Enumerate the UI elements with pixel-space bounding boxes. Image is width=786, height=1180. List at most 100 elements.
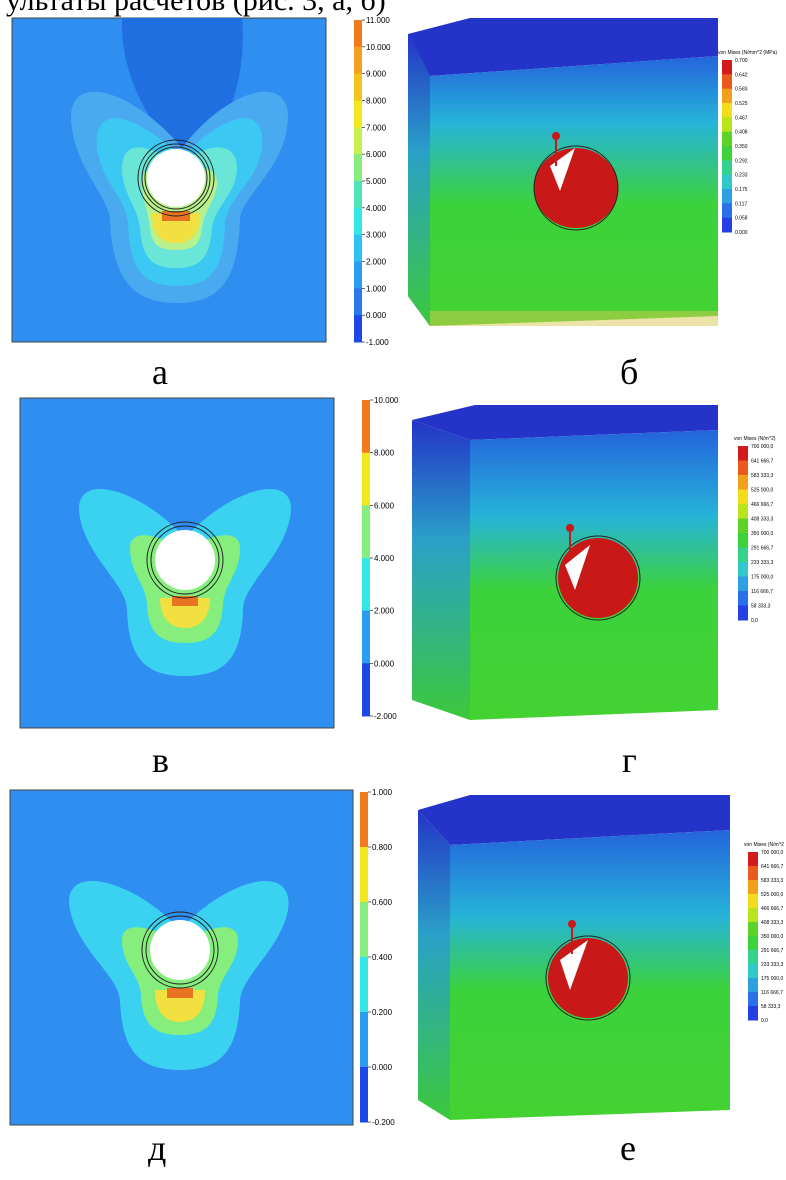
- legend-tick-label: 291 666,7: [761, 948, 783, 954]
- colorbar-tick-label: 0.000: [374, 659, 395, 668]
- legend-segment: [748, 894, 758, 909]
- legend-segment: [738, 475, 748, 490]
- box-model-g: von Mises (N/m^2) 700 000,0 641 666,7 583 3…: [412, 405, 776, 720]
- legend-segment: [738, 547, 748, 563]
- legend-segment: [738, 518, 748, 534]
- legend-tick-label: 700 000,0: [761, 850, 783, 856]
- colorbar-tick-label: 7.000: [366, 123, 387, 132]
- legend-segment: [748, 992, 758, 1007]
- colorbar-tick-label: 0.000: [372, 1063, 393, 1072]
- legend-tick-label: 0.233: [735, 173, 748, 179]
- contour-plot-v: 10.000 8.000 6.000 4.000 2.000 0.000 -2.000: [19, 396, 399, 729]
- legend-segment: [748, 922, 758, 937]
- colorbar-segment: [360, 957, 368, 1013]
- colorbar-tick-label: 1.000: [366, 284, 387, 293]
- legend-segment: [722, 103, 732, 118]
- legend-segment: [722, 160, 732, 176]
- colorbar-segment: [354, 261, 362, 289]
- colorbar-a: 11.000 10.000 9.000 8.000 7.000 6.000 5.000 4.0…: [354, 16, 391, 347]
- colorbar-segment: [360, 1012, 368, 1068]
- legend-segment: [738, 562, 748, 577]
- legend-segment: [748, 908, 758, 923]
- legend-segment: [738, 533, 748, 548]
- legend-tick-label: 350 000,0: [751, 531, 773, 537]
- colorbar-segment: [354, 181, 362, 209]
- colorbar-tick-label: 6.000: [374, 501, 395, 510]
- legend-segment: [722, 131, 732, 147]
- legend-tick-label: 350 000,0: [761, 934, 783, 940]
- caption-v: в: [152, 740, 169, 780]
- legend-tick-label: 58 333,3: [761, 1004, 781, 1010]
- colorbar-tick-label: 2.000: [366, 258, 387, 267]
- legend-segment: [748, 936, 758, 951]
- caption-b: б: [620, 352, 639, 392]
- legend-segment: [722, 189, 732, 204]
- colorbar-segment: [360, 1067, 368, 1123]
- colorbar-segment: [354, 207, 362, 236]
- legend-tick-label: 408 333,3: [751, 517, 773, 523]
- legend-tick-label: 466 666,7: [751, 502, 773, 508]
- caption-d: д: [148, 1128, 167, 1168]
- legend-tick-label: 0.700: [735, 58, 748, 64]
- legend-e: von Mises (N/m^2 700 000,0 641 666,7 583 33…: [744, 842, 784, 1024]
- legend-tick-label: 408 333,3: [761, 920, 783, 926]
- colorbar-segment: [354, 127, 362, 155]
- contour-plot-a: 11.000 10.000 9.000 8.000 7.000 6.000 5.000 4.0…: [11, 16, 391, 347]
- legend-segment: [738, 591, 748, 606]
- legend-tick-label: 641 666,7: [751, 459, 773, 465]
- legend-tick-label: 0.408: [735, 130, 748, 136]
- colorbar-tick-label: 5.000: [366, 177, 387, 186]
- legend-g: von Mises (N/m^2) 700 000,0 641 666,7 583 3…: [734, 436, 776, 624]
- legend-segment: [738, 446, 748, 461]
- colorbar-segment: [360, 902, 368, 958]
- legend-segment: [748, 880, 758, 895]
- colorbar-tick-label: 0.200: [372, 1008, 393, 1017]
- legend-title: von Mises (N/mm^2 (MPa): [718, 50, 777, 56]
- colorbar-segment: [360, 847, 368, 903]
- colorbar-tick-label: 6.000: [366, 150, 387, 159]
- header-text: ультаты расчетов (рис. 3, а, б): [6, 0, 386, 17]
- caption-a: а: [152, 352, 168, 392]
- legend-tick-label: 525 000,0: [761, 892, 783, 898]
- legend-segment: [748, 978, 758, 993]
- colorbar-tick-label: -2.000: [374, 712, 397, 721]
- colorbar-segment: [354, 20, 362, 48]
- colorbar-segment: [354, 100, 362, 128]
- colorbar-tick-label: -0.200: [372, 1118, 395, 1127]
- legend-segment: [722, 146, 732, 161]
- colorbar-segment: [362, 663, 370, 717]
- legend-segment: [748, 852, 758, 867]
- legend-tick-label: 525 000,0: [751, 488, 773, 494]
- legend-segment: [722, 217, 732, 233]
- legend-segment: [748, 866, 758, 881]
- legend-segment: [738, 489, 748, 505]
- colorbar-tick-label: 0.400: [372, 953, 393, 962]
- legend-tick-label: 0.058: [735, 216, 748, 222]
- colorbar-segment: [354, 46, 362, 75]
- legend-tick-label: 466 666,7: [761, 906, 783, 912]
- legend-tick-label: 175 000,0: [761, 976, 783, 982]
- legend-tick-label: 0.000: [735, 230, 748, 236]
- box-model-e: von Mises (N/m^2 700 000,0 641 666,7 583 33…: [418, 795, 784, 1120]
- colorbar-tick-label: 8.000: [366, 97, 387, 106]
- legend-tick-label: 0.292: [735, 158, 748, 164]
- colorbar-segment: [354, 288, 362, 316]
- colorbar-segment: [354, 73, 362, 101]
- legend-segment: [738, 605, 748, 621]
- legend-tick-label: 583 333,3: [751, 473, 773, 479]
- colorbar-tick-label: 3.000: [366, 231, 387, 240]
- colorbar-tick-label: 0.600: [372, 898, 393, 907]
- colorbar-tick-label: 9.000: [366, 70, 387, 79]
- legend-tick-label: 0.642: [735, 72, 748, 78]
- legend-segment: [748, 964, 758, 979]
- legend-title: von Mises (N/m^2): [734, 436, 776, 442]
- colorbar-tick-label: 2.000: [374, 607, 395, 616]
- legend-segment: [722, 88, 732, 104]
- colorbar-tick-label: 10.000: [366, 43, 391, 52]
- colorbar-segment: [362, 505, 370, 559]
- colorbar-tick-label: 11.000: [366, 16, 390, 25]
- legend-segment: [722, 117, 732, 133]
- legend-tick-label: 700 000,0: [751, 444, 773, 450]
- caption-g: г: [622, 740, 637, 780]
- legend-segment: [748, 950, 758, 965]
